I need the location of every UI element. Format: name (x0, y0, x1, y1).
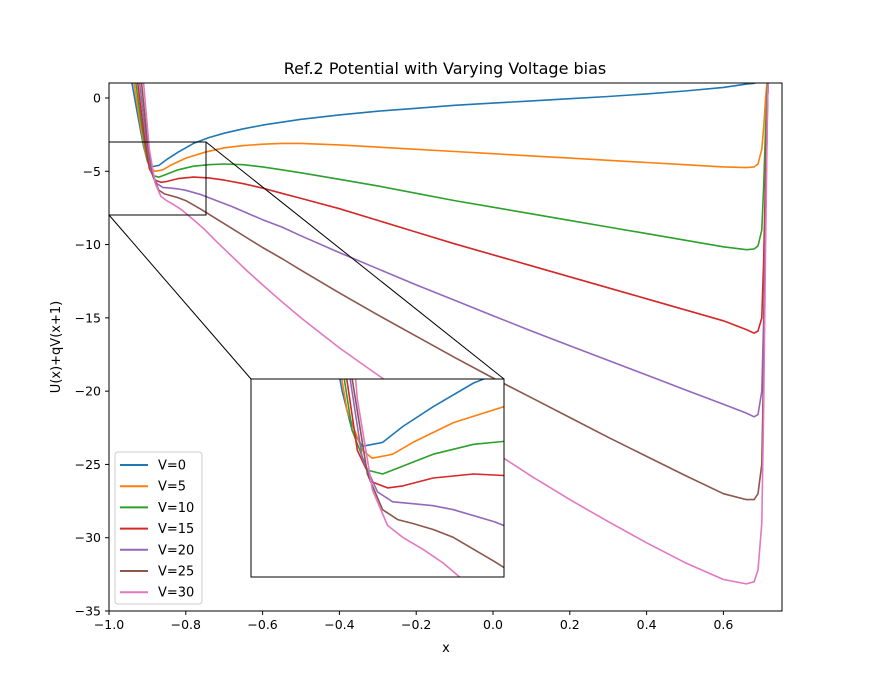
x-axis-label: x (442, 641, 450, 656)
x-tick-label: 0.6 (713, 617, 733, 632)
x-tick-label: 0.0 (483, 617, 503, 632)
y-tick-label: −35 (75, 604, 101, 619)
inset-series-line-3 (345, 379, 504, 489)
y-tick-label: −20 (75, 384, 101, 399)
inset-series-line-1 (341, 379, 504, 460)
y-axis-label: U(x)+qV(x+1) (49, 301, 64, 393)
zoom-region-box (108, 141, 207, 216)
chart-title: Ref.2 Potential with Varying Voltage bia… (284, 59, 607, 78)
legend-label: V=20 (158, 543, 194, 558)
series-line-2 (135, 83, 769, 251)
y-tick-label: −10 (75, 237, 101, 252)
inset-frame (250, 378, 505, 578)
series-line-3 (137, 83, 770, 335)
inset-background (251, 379, 504, 577)
y-tick-label: −30 (75, 530, 101, 545)
x-tick-label: 0.2 (560, 617, 580, 632)
inset-series-line-6 (354, 379, 461, 577)
y-tick-label: −5 (83, 164, 101, 179)
y-axis-ticks: 0 −5 −10 −15 −20 −25 −30 −35 (75, 91, 109, 619)
legend-label: V=15 (158, 522, 194, 537)
y-tick-label: −15 (75, 310, 101, 325)
x-tick-label: 0.4 (637, 617, 657, 632)
legend-label: V=10 (158, 501, 194, 516)
series-line-1 (133, 83, 768, 173)
y-tick-label: 0 (93, 91, 101, 106)
legend: V=0 V=5 V=10 V=15 V=20 V=25 V=30 (114, 451, 203, 605)
legend-box (114, 451, 203, 605)
series-line-4 (138, 83, 770, 418)
legend-label: V=5 (158, 480, 186, 495)
inset-series-line-4 (349, 379, 504, 527)
inset-plot-lines (339, 379, 504, 577)
inset-series-line-2 (343, 379, 504, 475)
y-tick-label: −25 (75, 457, 101, 472)
legend-label: V=25 (158, 565, 194, 580)
series-line-5 (140, 83, 770, 501)
inset-series-line-0 (339, 379, 486, 448)
plot-frame (108, 82, 783, 612)
zoom-connector-left (108, 214, 252, 380)
inset-series-line-5 (351, 379, 504, 569)
x-tick-label: −0.6 (247, 617, 277, 632)
x-tick-label: −1.0 (94, 617, 124, 632)
x-tick-label: −0.2 (401, 617, 431, 632)
x-axis-ticks: −1.0 −0.8 −0.6 −0.4 −0.2 0.0 0.2 0.4 0.6 (94, 611, 733, 632)
legend-label: V=0 (158, 459, 186, 474)
legend-label: V=30 (158, 586, 194, 601)
x-tick-label: −0.4 (324, 617, 354, 632)
x-tick-label: −0.8 (171, 617, 201, 632)
zoom-connector-right (205, 141, 505, 380)
